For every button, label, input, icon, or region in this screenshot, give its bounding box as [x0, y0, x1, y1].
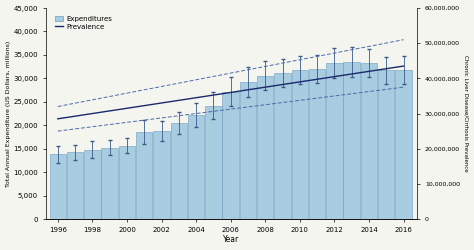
Y-axis label: Total Annual Expenditure (US Dollars, millions): Total Annual Expenditure (US Dollars, mi… [6, 40, 10, 187]
Bar [222, 92, 239, 219]
Bar [67, 152, 83, 219]
Bar [326, 63, 343, 219]
X-axis label: Year: Year [223, 236, 240, 244]
Bar [101, 148, 118, 219]
Bar [136, 132, 153, 219]
Bar [119, 146, 135, 219]
Bar [309, 69, 325, 219]
Bar [292, 70, 308, 219]
Bar [171, 123, 187, 219]
Bar [205, 106, 222, 219]
Bar [50, 154, 66, 219]
Bar [361, 63, 377, 219]
Y-axis label: Chronic Liver Disease/Cirrhosis Prevalence: Chronic Liver Disease/Cirrhosis Prevalen… [464, 55, 468, 172]
Bar [153, 131, 170, 219]
Bar [378, 70, 394, 219]
Bar [240, 82, 256, 219]
Bar [257, 76, 273, 219]
Legend: Expenditures, Prevalence: Expenditures, Prevalence [53, 14, 114, 32]
Bar [84, 150, 100, 219]
Bar [395, 70, 412, 219]
Bar [188, 115, 204, 219]
Bar [274, 73, 291, 219]
Bar [344, 62, 360, 219]
